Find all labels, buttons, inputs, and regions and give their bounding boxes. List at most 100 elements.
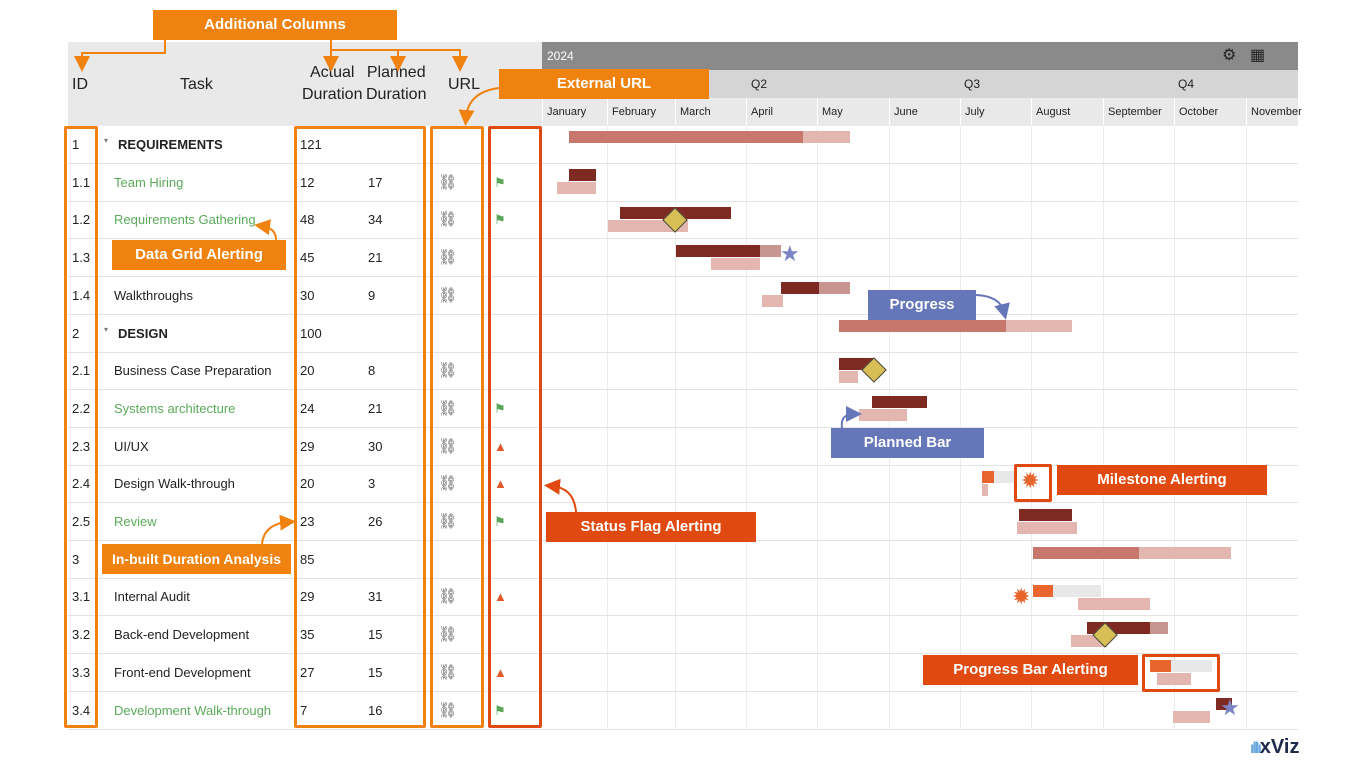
table-row[interactable]: 3.1 Internal Audit 29 31 ⛓ ▲ xyxy=(68,578,1298,617)
link-icon[interactable]: ⛓ xyxy=(438,249,458,267)
task-name[interactable]: Design Walk-through xyxy=(114,476,235,492)
month-label: May xyxy=(817,98,843,126)
column-header-actual[interactable]: Actual Duration xyxy=(302,62,362,106)
table-row[interactable]: 2.1 Business Case Preparation 20 8 ⛓ xyxy=(68,352,1298,391)
column-header-url[interactable]: URL xyxy=(448,76,481,93)
summary-remaining-bar[interactable] xyxy=(1139,547,1231,559)
task-name[interactable]: Front-end Development xyxy=(114,664,251,680)
link-icon[interactable]: ⛓ xyxy=(438,588,458,606)
planned-bar[interactable] xyxy=(982,484,988,496)
task-name[interactable]: Requirements Gathering xyxy=(114,212,256,228)
table-row[interactable]: 3.4 Development Walk-through 7 16 ⛓ ⚑ xyxy=(68,692,1298,730)
task-name[interactable]: Walkthroughs xyxy=(114,287,193,303)
summary-progress-bar[interactable] xyxy=(839,320,1006,332)
table-row[interactable]: 3.3 Front-end Development 27 15 ⛓ ▲ xyxy=(68,654,1298,692)
table-row[interactable]: 2 ▾ DESIGN 100 xyxy=(68,315,1298,353)
remaining-bar[interactable] xyxy=(1150,622,1168,634)
planned-bar[interactable] xyxy=(839,371,858,383)
planned-bar[interactable] xyxy=(1173,711,1210,723)
task-name[interactable]: REQUIREMENTS xyxy=(118,137,223,152)
planned-bar[interactable] xyxy=(1157,673,1191,685)
planned-bar[interactable] xyxy=(1078,598,1150,610)
link-icon[interactable]: ⛓ xyxy=(438,626,458,644)
table-row[interactable]: 1.3 45 21 ⛓ xyxy=(68,239,1298,278)
task-name[interactable]: Back-end Development xyxy=(114,627,250,643)
row-id: 3.1 xyxy=(72,589,91,605)
milestone-star-icon[interactable]: ★ xyxy=(780,241,800,266)
planned-bar[interactable] xyxy=(1017,522,1077,534)
actual-bar[interactable] xyxy=(781,282,819,294)
task-name[interactable]: Internal Audit xyxy=(114,589,190,605)
planned-bar[interactable] xyxy=(762,295,783,307)
task-name[interactable]: UI/UX xyxy=(114,438,149,454)
column-header-planned[interactable]: Planned Duration xyxy=(366,62,426,106)
remaining-bar[interactable] xyxy=(760,245,781,257)
remaining-bar[interactable] xyxy=(1171,660,1212,672)
link-icon[interactable]: ⛓ xyxy=(438,437,458,455)
collapse-caret-icon[interactable]: ▾ xyxy=(104,136,109,145)
summary-progress-bar[interactable] xyxy=(569,131,803,143)
link-icon[interactable]: ⛓ xyxy=(438,513,458,530)
row-id: 3.4 xyxy=(72,702,91,718)
remaining-bar[interactable] xyxy=(994,471,1016,483)
table-row[interactable]: 2.4 Design Walk-through 20 3 ⛓ ▲ xyxy=(68,465,1298,504)
link-icon[interactable]: ⛓ xyxy=(438,286,458,304)
row-id: 1 xyxy=(72,137,80,152)
task-name[interactable]: Development Walk-through xyxy=(114,702,272,718)
planned-bar[interactable] xyxy=(859,409,907,421)
link-icon[interactable]: ⛓ xyxy=(438,663,458,681)
task-name[interactable]: Review xyxy=(114,514,157,529)
table-row[interactable]: 1 ▾ REQUIREMENTS 121 xyxy=(68,126,1298,164)
collapse-caret-icon[interactable]: ▾ xyxy=(104,324,109,334)
link-icon[interactable]: ⛓ xyxy=(438,362,458,380)
summary-remaining-bar[interactable] xyxy=(1006,320,1072,332)
summary-remaining-bar[interactable] xyxy=(803,131,850,143)
planned-duration: 26 xyxy=(368,514,383,529)
month-label: September xyxy=(1103,98,1162,126)
month-label: March xyxy=(675,98,711,126)
table-row[interactable]: 1.1 Team Hiring 12 17 ⛓ ⚑ xyxy=(68,164,1298,202)
remaining-bar[interactable] xyxy=(1053,585,1101,597)
column-header-task[interactable]: Task xyxy=(180,76,213,93)
column-header-id[interactable]: ID xyxy=(72,76,88,93)
actual-bar[interactable] xyxy=(1019,509,1072,521)
summary-progress-bar[interactable] xyxy=(1033,547,1139,559)
link-icon[interactable]: ⛓ xyxy=(438,701,458,719)
table-row[interactable]: 3.2 Back-end Development 35 15 ⛓ xyxy=(68,616,1298,655)
alert-progress-bar[interactable] xyxy=(982,471,994,483)
actual-duration: 121 xyxy=(300,137,322,152)
link-icon[interactable]: ⛓ xyxy=(438,399,458,417)
milestone-alert-star-icon[interactable]: ✹ xyxy=(1021,468,1040,493)
task-name[interactable]: Systems architecture xyxy=(114,400,236,416)
actual-bar[interactable] xyxy=(676,245,760,257)
actual-bar[interactable] xyxy=(569,169,596,181)
remaining-bar[interactable] xyxy=(819,282,850,294)
task-name[interactable]: DESIGN xyxy=(118,325,168,341)
link-icon[interactable]: ⛓ xyxy=(438,173,458,191)
table-row[interactable]: 1.4 Walkthroughs 30 9 ⛓ xyxy=(68,277,1298,315)
xviz-logo: ıllıxViz xyxy=(1250,736,1299,759)
milestone-star-icon[interactable]: ★ xyxy=(1220,695,1240,720)
actual-bar[interactable] xyxy=(872,396,927,408)
actual-bar[interactable] xyxy=(1216,698,1232,710)
planned-bar[interactable] xyxy=(711,258,760,270)
alert-progress-bar[interactable] xyxy=(1033,585,1053,597)
id-column-highlight xyxy=(64,126,98,728)
link-icon[interactable]: ⛓ xyxy=(438,211,458,229)
task-name[interactable]: Team Hiring xyxy=(114,174,184,190)
planned-duration: 15 xyxy=(368,627,383,643)
table-icon[interactable]: ▦ xyxy=(1250,47,1266,64)
alert-progress-bar[interactable] xyxy=(1150,660,1171,672)
planned-duration: 3 xyxy=(368,476,376,492)
status-flag-column-highlight xyxy=(488,126,542,728)
task-name[interactable]: Business Case Preparation xyxy=(114,363,272,379)
table-row[interactable]: 1.2 Requirements Gathering 48 34 ⛓ ⚑ xyxy=(68,201,1298,240)
table-row[interactable]: 2.2 Systems architecture 24 21 ⛓ ⚑ xyxy=(68,390,1298,428)
month-label: June xyxy=(889,98,918,126)
gear-icon[interactable]: ⚙ xyxy=(1222,47,1237,64)
table-row[interactable]: 2.3 UI/UX 29 30 ⛓ ▲ xyxy=(68,428,1298,466)
row-id: 1.2 xyxy=(72,212,91,228)
link-icon[interactable]: ⛓ xyxy=(438,475,458,493)
milestone-alert-star-icon[interactable]: ✹ xyxy=(1012,584,1031,609)
planned-bar[interactable] xyxy=(557,182,596,194)
